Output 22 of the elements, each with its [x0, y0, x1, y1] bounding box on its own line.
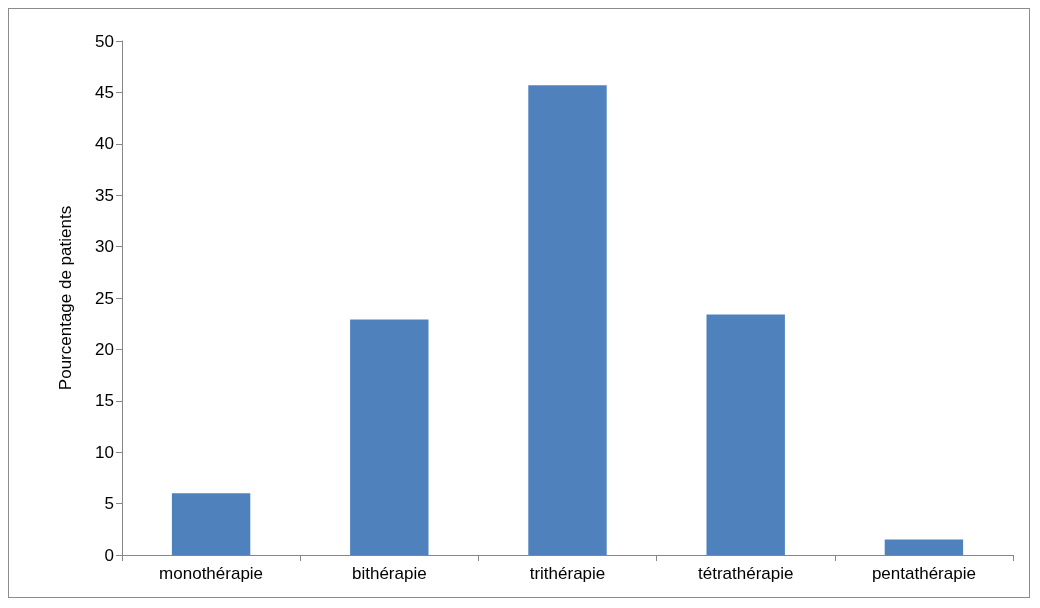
y-tick-label: 15 — [95, 391, 114, 411]
bar — [350, 319, 429, 555]
y-tick-label: 0 — [104, 545, 114, 565]
bar — [171, 493, 251, 555]
y-tick-label: 50 — [95, 31, 114, 51]
bar — [528, 85, 607, 555]
x-tick-label: pentathérapie — [871, 564, 976, 583]
y-tick-label: 30 — [95, 237, 114, 257]
bar — [884, 539, 964, 555]
y-tick-label: 10 — [95, 442, 114, 462]
y-tick-label: 35 — [95, 185, 114, 205]
x-tick-label: bithérapie — [351, 564, 427, 583]
y-tick-label: 40 — [95, 134, 114, 154]
x-tick-label: tétrathérapie — [697, 564, 794, 583]
y-tick-label: 5 — [104, 494, 114, 514]
y-axis-title: Pourcentage de patients — [56, 205, 75, 391]
x-tick-label: monothérapie — [159, 564, 264, 583]
y-tick-label: 45 — [95, 82, 114, 102]
x-tick-label: trithérapie — [529, 564, 606, 583]
y-tick-label: 20 — [95, 339, 114, 359]
y-tick-label: 25 — [95, 288, 114, 308]
bar — [706, 314, 785, 555]
